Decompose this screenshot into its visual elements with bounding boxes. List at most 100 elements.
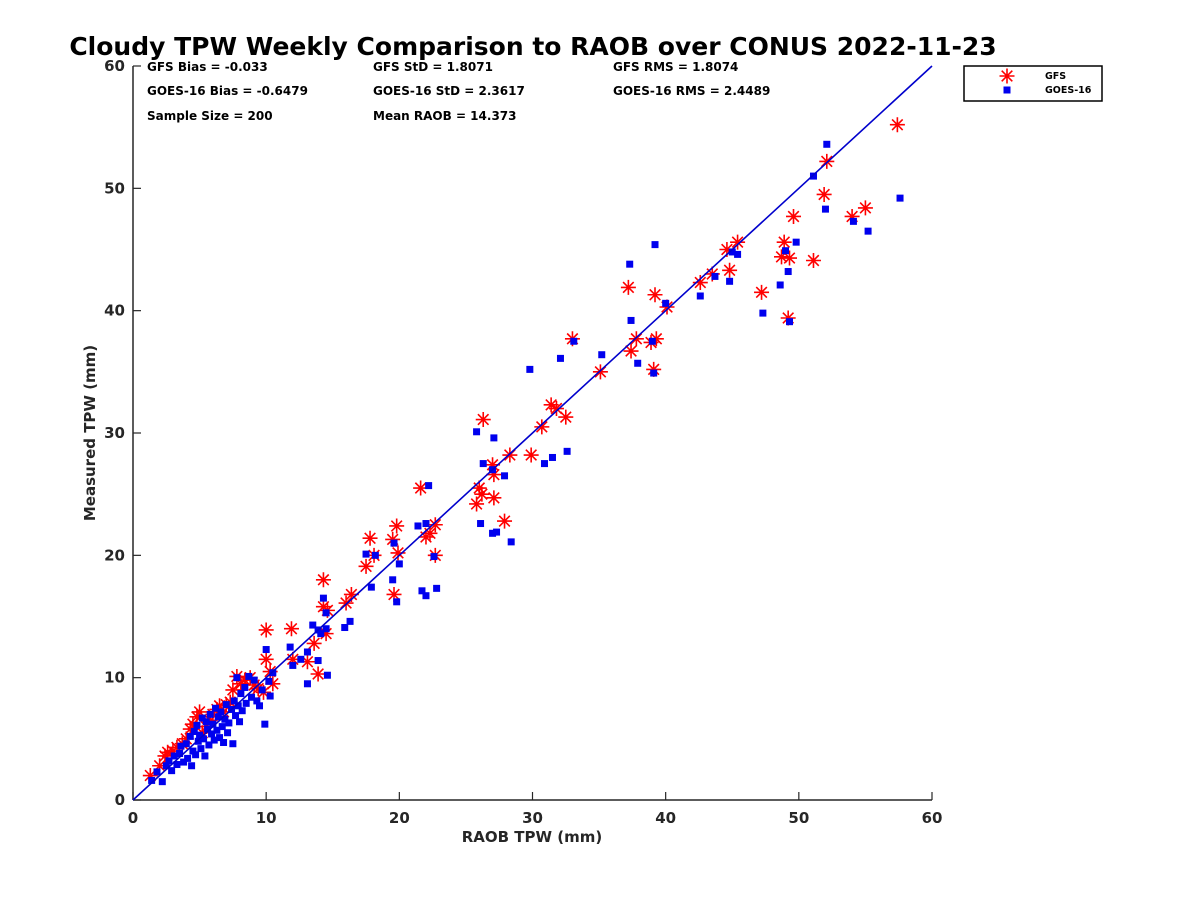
goes16-point [238, 707, 246, 715]
goes16-point [209, 720, 217, 728]
goes16-point [784, 268, 792, 276]
goes16-point [422, 592, 430, 600]
goes16-point [792, 238, 800, 246]
goes16-point [289, 661, 297, 669]
gfs-point [386, 586, 402, 602]
gfs-point [486, 467, 502, 483]
goes16-point [258, 686, 266, 694]
gfs-point [182, 721, 198, 737]
goes16-point [168, 767, 176, 775]
x-tick-label: 50 [788, 809, 809, 827]
gfs-point [343, 586, 359, 602]
goes16-point [734, 250, 742, 258]
goes16-point [823, 140, 831, 148]
goes16-point [563, 447, 571, 455]
goes16-point [501, 472, 509, 480]
gfs-point [389, 518, 405, 534]
goes16-point [233, 674, 241, 682]
goes16-point [266, 692, 274, 700]
goes16-point [210, 736, 218, 744]
gfs-point [413, 480, 429, 496]
goes16-point [425, 482, 433, 490]
goes16-point [711, 272, 719, 280]
goes16-point [319, 594, 327, 602]
gfs-point [774, 249, 790, 265]
gfs-point [285, 651, 301, 667]
goes16-point [297, 655, 305, 663]
gfs-point [265, 676, 281, 692]
gfs-point [486, 490, 502, 506]
goes16-point [346, 617, 354, 625]
gfs-point [730, 234, 746, 250]
goes16-point [241, 683, 249, 691]
goes16-point [232, 712, 240, 720]
gfs-point [692, 275, 708, 291]
gfs-point [646, 361, 662, 377]
goes16-point [786, 318, 794, 326]
gfs-point [857, 200, 873, 216]
gfs-point [212, 698, 228, 714]
goes16-point [225, 719, 233, 727]
gfs-point [250, 681, 266, 697]
gfs-point [185, 716, 201, 732]
gfs-point [475, 412, 491, 428]
gfs-point [178, 731, 194, 747]
gfs-point [169, 739, 185, 755]
goes16-point [728, 248, 736, 256]
y-tick-label: 10 [104, 669, 125, 687]
stats-block: GFS Bias = -0.033 GFS StD = 1.8071 GFS R… [147, 60, 770, 123]
goes16-point [556, 354, 564, 362]
x-tick-label: 60 [922, 809, 943, 827]
goes16-point [158, 778, 166, 786]
goes16-point [323, 671, 331, 679]
gfs-point [816, 186, 832, 202]
gfs-point [548, 401, 564, 417]
x-tick-label: 20 [389, 809, 410, 827]
goes16-point [477, 520, 485, 528]
data-marks [132, 65, 933, 801]
gfs-point [819, 153, 835, 169]
goes16-point [390, 539, 398, 547]
goes16-point [651, 241, 659, 249]
goes16-point [864, 227, 872, 235]
goes16-point [208, 730, 216, 738]
gfs-point [225, 682, 241, 698]
goes16-point [218, 723, 226, 731]
goes16-point [849, 217, 857, 225]
gfs-point [558, 409, 574, 425]
goes16-point [205, 741, 213, 749]
goes16-point [507, 538, 515, 546]
goes16-point [214, 713, 222, 721]
goes16-point [194, 737, 202, 745]
goes16-point [776, 281, 784, 289]
gfs-point [844, 208, 860, 224]
goes16-point [221, 715, 229, 723]
goes16-point [162, 762, 170, 770]
goes16-point [821, 205, 829, 213]
goes16-point [153, 768, 161, 776]
goes16-point [627, 316, 635, 324]
goes16-point [422, 520, 430, 528]
stat-goes-bias: GOES-16 Bias = -0.6479 [147, 84, 308, 98]
goes16-point [626, 260, 634, 268]
gfs-point [628, 331, 644, 347]
gfs-point [283, 621, 299, 637]
goes16-point [250, 676, 258, 684]
goes16-point [782, 247, 790, 255]
goes16-point [322, 625, 330, 633]
goes16-point [204, 725, 212, 733]
gfs-point [142, 768, 158, 784]
goes16-point [648, 337, 656, 345]
goes16-point [650, 369, 658, 377]
goes16-point [188, 762, 196, 770]
goes16-point [489, 529, 497, 537]
goes16-point [170, 752, 178, 760]
gfs-point [786, 208, 802, 224]
y-tick-label: 20 [104, 546, 125, 564]
goes16-point [253, 697, 261, 705]
gfs-point [318, 626, 334, 642]
goes16-point [237, 690, 245, 698]
goes16-point [190, 727, 198, 735]
goes16-point [371, 551, 379, 559]
gfs-point [422, 525, 438, 541]
